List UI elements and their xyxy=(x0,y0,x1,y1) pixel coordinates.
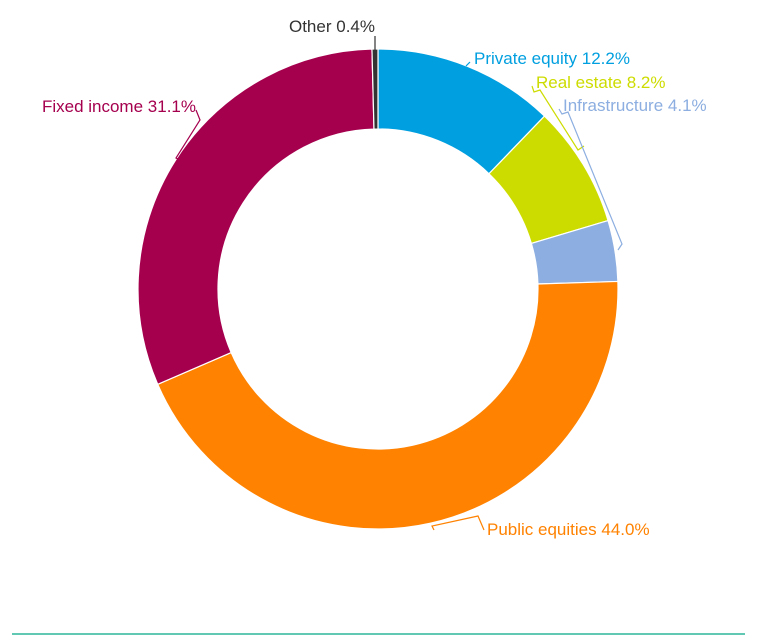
slice-value: 31.1% xyxy=(148,97,196,116)
slice-value: 0.4% xyxy=(336,17,375,36)
donut-slice xyxy=(371,48,379,130)
donut-slice xyxy=(156,280,619,530)
slice-value: 8.2% xyxy=(627,73,666,92)
slice-label: Other 0.4% xyxy=(289,17,375,36)
leader-line xyxy=(465,61,471,67)
slice-label: Private equity 12.2% xyxy=(474,49,630,68)
slice-label: Fixed income 31.1% xyxy=(42,97,196,116)
slice-name: Other xyxy=(289,17,332,36)
slice-name: Fixed income xyxy=(42,97,143,116)
slice-name: Infrastructure xyxy=(563,96,663,115)
slice-name: Public equities xyxy=(487,520,597,539)
slice-label: Public equities 44.0% xyxy=(487,520,650,539)
slice-value: 4.1% xyxy=(668,96,707,115)
donut-slice xyxy=(137,48,375,386)
slice-value: 44.0% xyxy=(601,520,649,539)
slice-value: 12.2% xyxy=(582,49,630,68)
slice-label: Real estate 8.2% xyxy=(536,73,665,92)
leader-line xyxy=(558,108,623,251)
slice-name: Private equity xyxy=(474,49,577,68)
slice-name: Real estate xyxy=(536,73,622,92)
leader-line xyxy=(431,515,485,531)
leader-line xyxy=(175,109,201,161)
slice-label: Infrastructure 4.1% xyxy=(563,96,707,115)
leader-line xyxy=(531,85,585,151)
